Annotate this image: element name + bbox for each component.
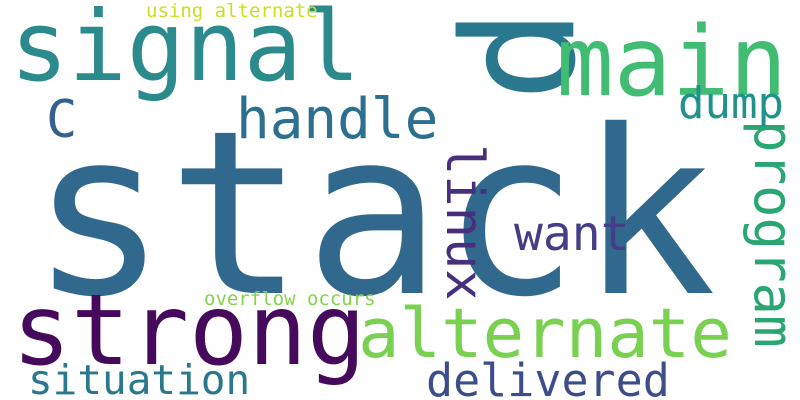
word-stack: stack xyxy=(30,81,717,347)
word-main: main xyxy=(556,6,788,118)
word-alternate: alternate xyxy=(358,294,732,374)
word-overflow-occurs: overflow occurs xyxy=(204,288,376,310)
word-signal: signal xyxy=(10,0,361,103)
word-want: want xyxy=(514,206,630,262)
word-handle: handle xyxy=(236,87,439,152)
word-using-alternate: using alternate xyxy=(146,0,318,22)
word-delivered: delivered xyxy=(426,354,670,400)
word-strong: strong xyxy=(12,274,367,388)
word-linux: linux xyxy=(434,144,494,301)
word-situation: situation xyxy=(28,356,251,400)
word-c: C xyxy=(46,90,78,150)
word-program: program xyxy=(742,120,800,348)
word-dump: dump xyxy=(678,78,784,129)
